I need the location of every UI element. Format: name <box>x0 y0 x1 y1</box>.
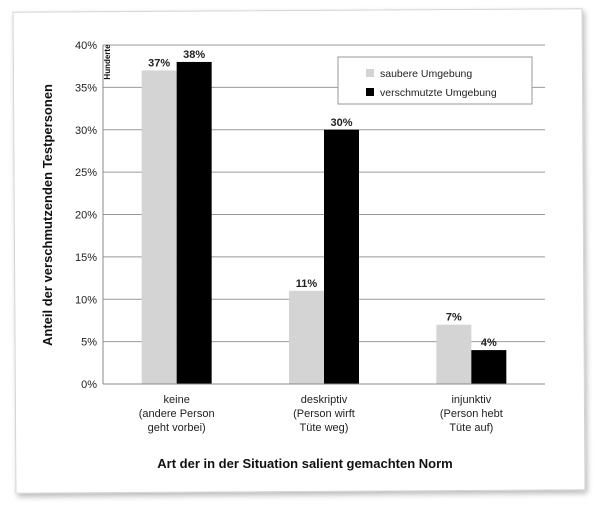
y-tick-label: 20% <box>75 210 97 222</box>
category-label: Tüte weg) <box>300 422 349 434</box>
y-tick-labels: 0% 5% 10% 15% 20% 25% 30% 35% 40% <box>75 40 97 391</box>
data-label: 38% <box>183 49 205 61</box>
y-tick-label: 5% <box>81 337 97 349</box>
y-tick-label: 10% <box>75 294 97 306</box>
data-label: 4% <box>481 337 497 349</box>
y-tick-label: 0% <box>81 379 97 391</box>
category-label: (Person wirft <box>293 408 355 420</box>
category-label: Tüte auf) <box>449 422 493 434</box>
y-axis-title: Anteil der verschmutzenden Testpersonen <box>40 84 55 346</box>
legend-box <box>337 56 533 105</box>
y-tick-label: 15% <box>75 252 97 264</box>
category-label: (Person hebt <box>440 408 503 420</box>
category-labels: keine (andere Person geht vorbei) deskripti… <box>139 394 503 434</box>
bars <box>141 61 507 385</box>
legend-label-verschmutzte: verschmutzte Umgebung <box>380 87 497 99</box>
data-label: 30% <box>330 117 352 129</box>
y-tick-label: 40% <box>75 40 97 52</box>
legend-label-saubere: saubere Umgebung <box>380 68 472 80</box>
legend-swatch-verschmutzte <box>366 88 374 96</box>
bar-verschmutzte-1 <box>324 129 359 384</box>
y-tick-label: 25% <box>75 167 97 179</box>
bar-saubere-2 <box>436 324 472 384</box>
data-label: 11% <box>296 278 318 290</box>
x-axis-title: Art der in der Situation salient gemacht… <box>157 456 452 471</box>
category-label: deskriptiv <box>301 394 348 406</box>
category-label: keine <box>164 394 190 406</box>
bar-saubere-0 <box>141 70 177 385</box>
data-label: 7% <box>446 312 462 324</box>
bar-verschmutzte-0 <box>176 61 212 384</box>
bar-saubere-1 <box>289 290 324 384</box>
y-corner-label: Hunderte <box>103 44 112 80</box>
category-label: (andere Person <box>139 408 215 420</box>
data-label: 37% <box>148 57 170 69</box>
y-tick-label: 35% <box>75 82 97 94</box>
category-label: injunktiv <box>451 394 491 406</box>
category-label: geht vorbei) <box>148 422 206 434</box>
legend-swatch-saubere <box>366 69 374 77</box>
y-tick-label: 30% <box>75 125 97 137</box>
data-labels: 37% 38% 11% 30% 7% 4% <box>148 49 497 349</box>
bar-verschmutzte-2 <box>471 350 507 384</box>
legend: saubere Umgebung verschmutzte Umgebung <box>337 56 533 105</box>
